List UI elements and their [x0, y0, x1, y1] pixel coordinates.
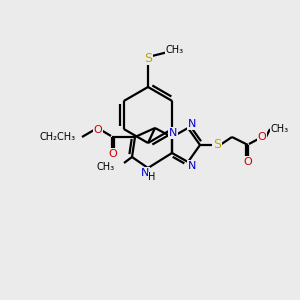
Text: CH₃: CH₃ — [166, 45, 184, 55]
Text: CH₂CH₃: CH₂CH₃ — [40, 132, 76, 142]
Text: O: O — [244, 157, 252, 167]
Text: CH₃: CH₃ — [97, 162, 115, 172]
Text: CH₃: CH₃ — [271, 124, 289, 134]
Text: N: N — [188, 119, 196, 129]
Text: S: S — [213, 139, 221, 152]
Text: O: O — [94, 125, 102, 135]
Text: H: H — [148, 172, 156, 182]
Text: S: S — [144, 52, 152, 64]
Text: O: O — [109, 149, 117, 159]
Text: N: N — [188, 161, 196, 171]
Text: N: N — [169, 128, 177, 138]
Text: N: N — [141, 168, 149, 178]
Text: O: O — [258, 132, 266, 142]
